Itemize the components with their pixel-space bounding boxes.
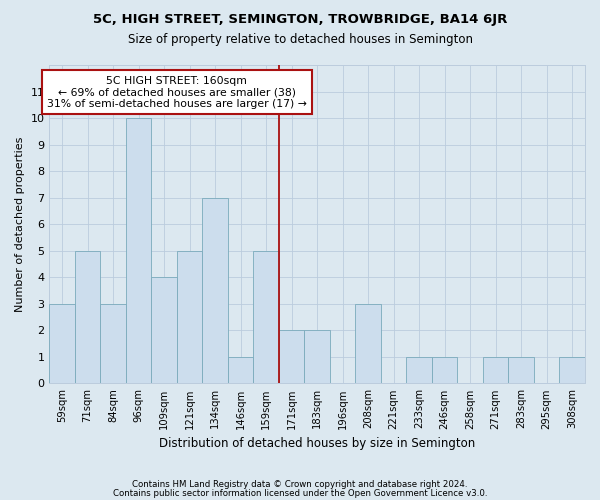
Bar	[177, 251, 202, 384]
Y-axis label: Number of detached properties: Number of detached properties	[15, 136, 25, 312]
Bar	[228, 357, 253, 384]
Text: 5C, HIGH STREET, SEMINGTON, TROWBRIDGE, BA14 6JR: 5C, HIGH STREET, SEMINGTON, TROWBRIDGE, …	[93, 12, 507, 26]
X-axis label: Distribution of detached houses by size in Semington: Distribution of detached houses by size …	[159, 437, 475, 450]
Bar	[151, 278, 177, 384]
Bar	[202, 198, 228, 384]
Bar	[432, 357, 457, 384]
Bar	[253, 251, 279, 384]
Bar	[75, 251, 100, 384]
Bar	[406, 357, 432, 384]
Bar	[126, 118, 151, 384]
Bar	[49, 304, 75, 384]
Text: Contains public sector information licensed under the Open Government Licence v3: Contains public sector information licen…	[113, 488, 487, 498]
Bar	[559, 357, 585, 384]
Text: Contains HM Land Registry data © Crown copyright and database right 2024.: Contains HM Land Registry data © Crown c…	[132, 480, 468, 489]
Text: Size of property relative to detached houses in Semington: Size of property relative to detached ho…	[128, 32, 473, 46]
Text: 5C HIGH STREET: 160sqm
← 69% of detached houses are smaller (38)
31% of semi-det: 5C HIGH STREET: 160sqm ← 69% of detached…	[47, 76, 307, 109]
Bar	[483, 357, 508, 384]
Bar	[508, 357, 534, 384]
Bar	[304, 330, 330, 384]
Bar	[355, 304, 381, 384]
Bar	[279, 330, 304, 384]
Bar	[100, 304, 126, 384]
